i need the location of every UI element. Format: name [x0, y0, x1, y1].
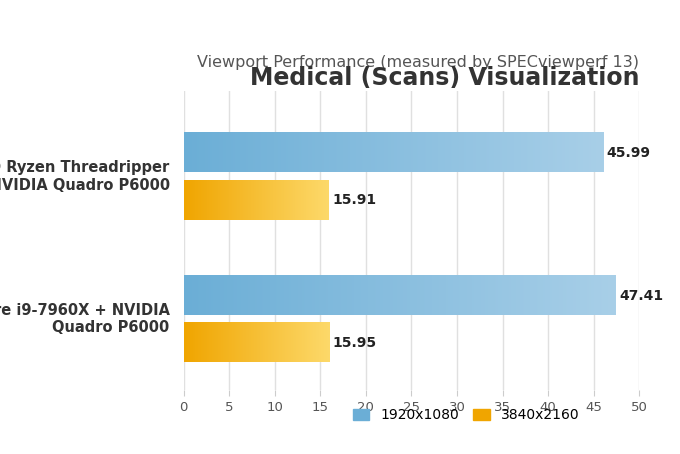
Text: 15.91: 15.91: [333, 193, 376, 207]
Legend: 1920x1080, 3840x2160: 1920x1080, 3840x2160: [353, 409, 579, 423]
Text: 15.95: 15.95: [333, 336, 377, 350]
Text: Medical (Scans) Visualization: Medical (Scans) Visualization: [250, 66, 639, 90]
Text: 47.41: 47.41: [619, 289, 664, 302]
Text: 45.99: 45.99: [607, 146, 650, 160]
Text: Viewport Performance (measured by SPECviewperf 13): Viewport Performance (measured by SPECvi…: [197, 55, 639, 70]
